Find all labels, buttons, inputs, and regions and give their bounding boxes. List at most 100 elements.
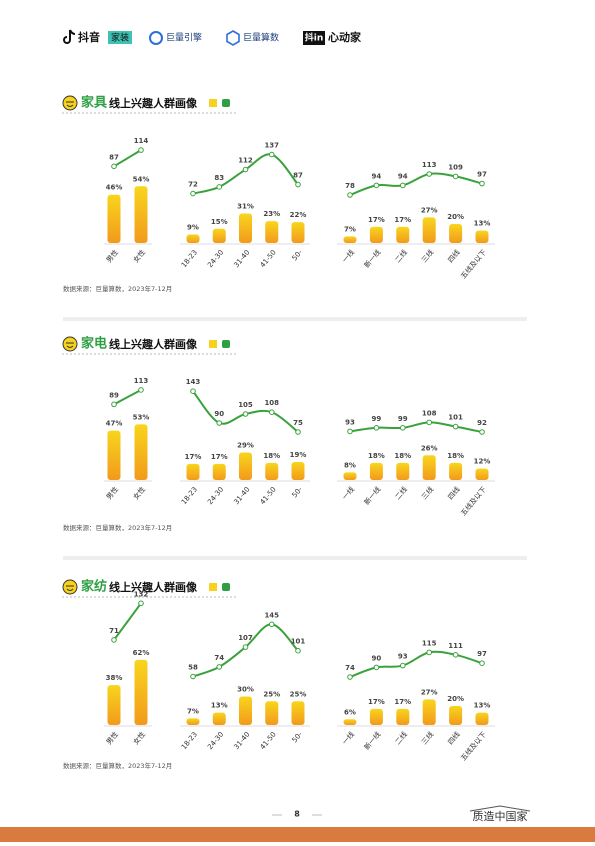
bar-label: 18% <box>394 452 411 460</box>
bar <box>422 699 436 725</box>
section-highlight: 家电 <box>81 336 107 352</box>
bar <box>107 685 121 725</box>
line-point <box>268 621 275 628</box>
line-label: 71 <box>109 627 119 635</box>
line-label: 109 <box>448 163 463 171</box>
line-label: 74 <box>214 654 224 662</box>
bar-label: 23% <box>263 210 280 218</box>
bar <box>212 228 226 243</box>
legend-square <box>209 583 217 591</box>
bar-label: 17% <box>394 698 411 706</box>
bar <box>134 659 148 725</box>
line-point <box>347 192 353 198</box>
bar-label: 29% <box>237 441 254 449</box>
legend-square <box>222 99 230 107</box>
footer-band <box>0 827 595 842</box>
bar-label: 26% <box>421 444 438 452</box>
line-point <box>216 420 223 426</box>
line-point <box>111 401 117 408</box>
line-point <box>426 419 433 426</box>
line-label: 90 <box>372 654 382 662</box>
bar-label: 8% <box>344 461 356 469</box>
line-point <box>190 388 196 395</box>
bar <box>134 186 148 243</box>
line-point <box>216 184 223 190</box>
line-label: 78 <box>345 182 355 190</box>
line-label: 83 <box>214 174 224 182</box>
bar <box>291 461 305 480</box>
line-label: 93 <box>345 418 355 426</box>
bar-label: 6% <box>344 708 356 716</box>
bar-label: 19% <box>290 451 307 459</box>
line-point <box>138 147 144 153</box>
page-number: 8 <box>294 810 300 819</box>
footer: 8 质造中国家 <box>0 805 595 842</box>
bar <box>107 194 121 243</box>
bar <box>475 468 489 480</box>
line-label: 112 <box>238 157 253 165</box>
line-label: 72 <box>188 181 198 189</box>
line-label: 107 <box>238 634 253 642</box>
bar-label: 17% <box>185 453 202 461</box>
line-label: 114 <box>134 137 149 145</box>
source: 数据来源：巨量算数，2023年7-12月 <box>63 523 172 532</box>
line-point <box>373 425 380 431</box>
bar <box>396 226 410 243</box>
line-point <box>426 171 433 177</box>
bar-label: 20% <box>447 213 464 221</box>
bar <box>212 463 226 480</box>
line-point <box>242 411 249 417</box>
line-label: 74 <box>345 664 355 672</box>
bar-label: 46% <box>106 184 123 192</box>
bar <box>369 708 383 725</box>
douyin-icon <box>63 29 76 44</box>
line-point <box>452 652 459 658</box>
bar-label: 7% <box>344 225 356 233</box>
bar <box>239 452 252 480</box>
line-point <box>400 182 406 189</box>
bar <box>186 463 200 480</box>
bar <box>186 234 200 243</box>
section-title: 线上兴趣人群画像 <box>109 580 198 594</box>
line-label: 115 <box>422 639 437 647</box>
legend-square <box>222 340 230 348</box>
bar-label: 25% <box>263 690 280 698</box>
legend-square <box>222 583 230 591</box>
section-title: 线上兴趣人群画像 <box>109 337 198 351</box>
bar <box>134 424 148 480</box>
bar-label: 13% <box>211 702 228 710</box>
bar <box>343 236 357 243</box>
line-point <box>111 637 117 643</box>
line-point <box>138 387 144 393</box>
line-label: 93 <box>398 653 408 661</box>
line-point <box>347 674 353 680</box>
line-label: 105 <box>238 401 253 409</box>
logo-icon <box>226 30 240 46</box>
section-icon <box>62 336 78 352</box>
section-icon <box>62 95 78 111</box>
bar <box>239 213 252 243</box>
bar <box>449 224 463 243</box>
bar-label: 13% <box>474 702 491 710</box>
line-point <box>426 649 433 656</box>
bar <box>343 719 357 725</box>
line-point <box>190 673 196 680</box>
line-label: 92 <box>477 419 487 427</box>
bar-label: 15% <box>211 218 228 226</box>
section-icon-face <box>66 585 74 591</box>
bar-label: 18% <box>447 452 464 460</box>
bar <box>449 706 463 725</box>
logo: 巨量算数 <box>243 32 279 44</box>
logo: 巨量引擎 <box>166 32 202 44</box>
logo: 家装 <box>111 32 129 44</box>
bar <box>107 430 121 480</box>
line-label: 145 <box>264 611 279 619</box>
bar <box>265 462 279 480</box>
line-point <box>295 181 301 188</box>
line-point <box>479 660 485 667</box>
bar-label: 18% <box>263 452 280 460</box>
section-icon-face <box>66 342 74 348</box>
line-label: 75 <box>293 419 303 427</box>
bar <box>449 462 463 480</box>
